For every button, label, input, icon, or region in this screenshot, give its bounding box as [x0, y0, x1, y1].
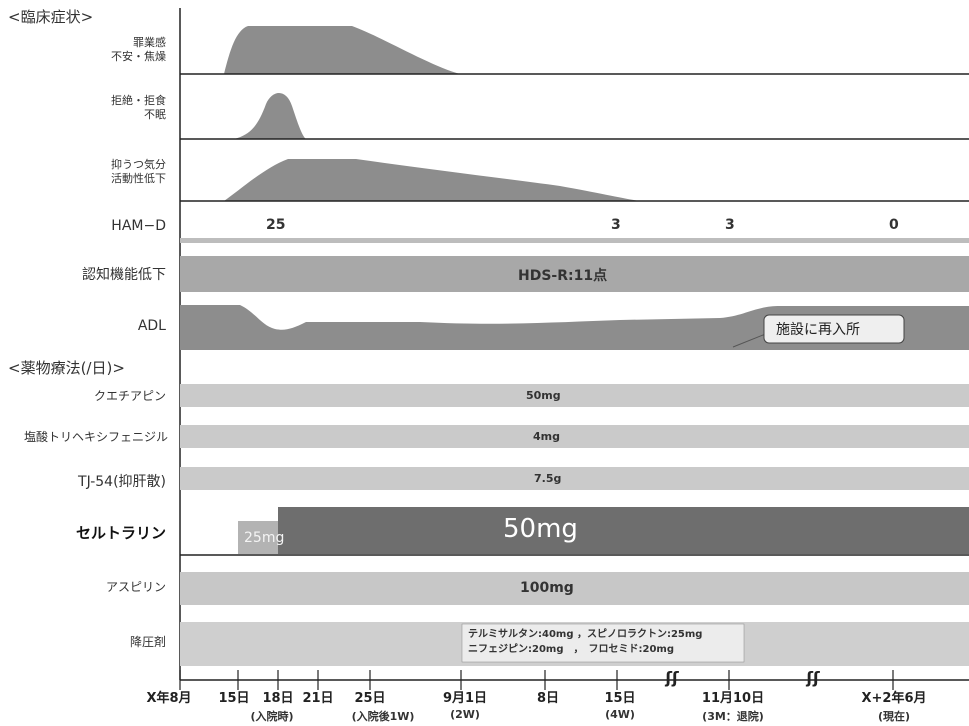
x-tick-sub-5: (2W) — [450, 708, 480, 721]
hamd-label: HAM−D — [111, 218, 166, 234]
drug-dose-antihypertensive-line-2: ニフェジピン:20mg ， フロセミド:20mg — [468, 644, 674, 655]
symptom-label-refusal: 拒絶・拒食 不眠 — [111, 94, 166, 121]
adl-label: ADL — [137, 318, 166, 334]
band-yokukansan — [180, 467, 969, 490]
symptom-label-guilt: 罪業感 不安・焦燥 — [111, 36, 166, 63]
drug-label-trihexyphenidyl: 塩酸トリヘキシフェニジル — [23, 430, 168, 444]
drug-label-aspirin: アスピリン — [105, 580, 166, 594]
band-aspirin — [180, 572, 969, 605]
drug-label-antihypertensive: 降圧剤 — [129, 635, 166, 649]
x-tick-label-1: 15日 — [218, 691, 250, 706]
hamd-value-3: 3 — [725, 217, 735, 233]
drug-label-sertraline: セルトラリン — [75, 524, 166, 542]
drug-dose-quetiapine: 50mg — [526, 389, 561, 402]
x-tick-sub-7: (4W) — [605, 708, 635, 721]
x-tick-label-8: 11月10日 — [701, 691, 765, 706]
drug-therapy-title: <薬物療法(/日)> — [8, 359, 125, 377]
x-tick-sub-2: (入院時) — [250, 710, 294, 723]
drug-dose-antihypertensive: テルミサルタン:40mg ，スピノロラクトン:25mg ニフェジピン:20mg … — [468, 627, 702, 657]
adl-callout-line — [732, 332, 769, 348]
hamd-value-2: 3 — [611, 217, 621, 233]
symptom-label-depression: 抑うつ気分 活動性低下 — [111, 158, 166, 185]
axis-break-1: ʃʃ — [665, 668, 679, 687]
hamd-value-4: 0 — [889, 217, 899, 233]
cognitive-label: 認知機能低下 — [82, 267, 166, 283]
x-tick-label-7: 15日 — [604, 691, 636, 706]
band-quetiapine — [180, 384, 969, 407]
x-tick-label-9: X+2年6月 — [861, 691, 927, 706]
symptom-area-refusal-insomnia — [234, 93, 306, 139]
x-tick-sub-4: (入院後1W) — [351, 710, 415, 723]
band-trihexyphenidyl — [180, 425, 969, 448]
drug-dose-antihypertensive-line-1: テルミサルタン:40mg ，スピノロラクトン:25mg — [468, 629, 703, 640]
x-tick-label-4: 25日 — [354, 691, 386, 706]
x-tick-sub-8: (3M：退院) — [702, 710, 764, 723]
symptom-area-depression-inactivity — [224, 159, 640, 201]
hamd-separator — [180, 238, 969, 243]
x-tick-label-0: X年8月 — [146, 691, 192, 706]
drug-label-yokukansan: TJ-54(抑肝散) — [78, 474, 166, 490]
drug-dose-yokukansan: 7.5g — [534, 472, 562, 485]
x-tick-sub-9: (現在) — [877, 710, 911, 723]
x-tick-label-2: 18日 — [262, 691, 294, 706]
cognitive-value: HDS-R:11点 — [518, 268, 608, 284]
x-axis-ticks — [179, 670, 894, 690]
clinical-symptoms-title: <臨床症状> — [8, 8, 94, 26]
drug-dose-sertraline-initial: 25mg — [244, 530, 285, 546]
drug-dose-aspirin: 100mg — [520, 580, 574, 596]
antihypertensive-textbox — [461, 623, 745, 663]
adl-callout-box — [763, 314, 905, 344]
symptom-area-guilt-anxiety — [224, 26, 460, 74]
drug-dose-trihexyphenidyl: 4mg — [533, 430, 560, 443]
x-tick-label-5: 9月1日 — [442, 691, 488, 706]
hamd-value-1: 25 — [266, 217, 286, 233]
x-tick-label-3: 21日 — [302, 691, 334, 706]
band-sertraline-main — [278, 507, 969, 554]
axis-break-2: ʃʃ — [806, 668, 820, 687]
adl-annotation: 施設に再入所 — [776, 322, 860, 338]
drug-dose-sertraline: 50mg — [503, 514, 578, 544]
cognitive-band — [180, 256, 969, 292]
x-tick-label-6: 8日 — [536, 691, 560, 706]
drug-label-quetiapine: クエチアピン — [93, 389, 166, 403]
